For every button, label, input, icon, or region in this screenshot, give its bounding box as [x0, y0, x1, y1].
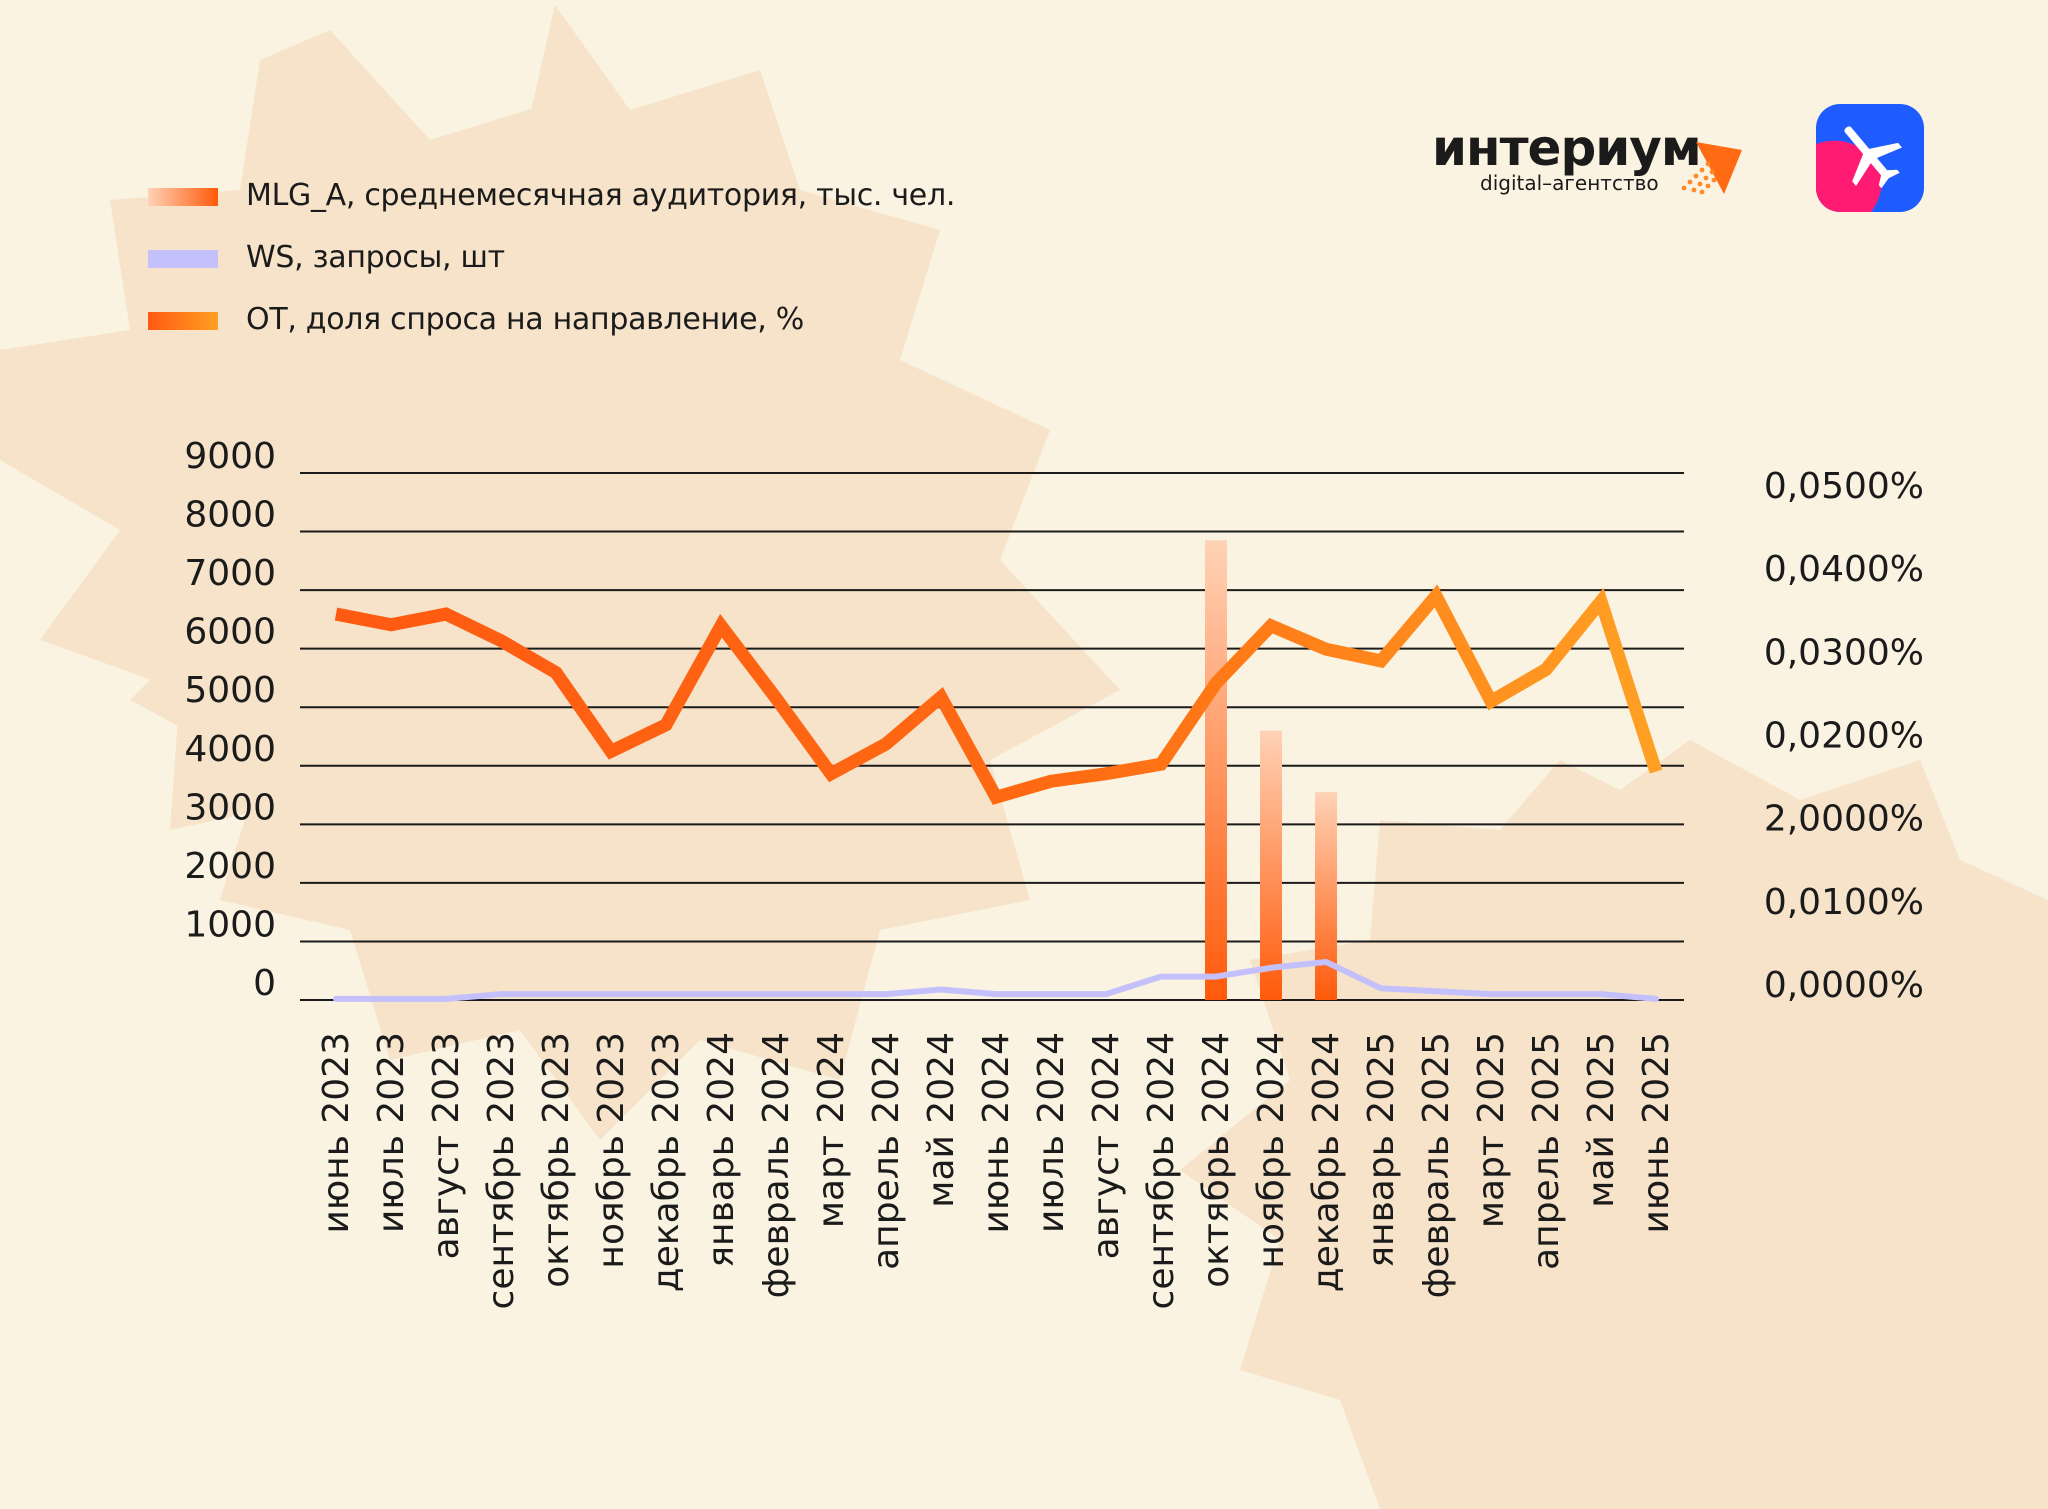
x-tick-label: октябрь 2023 — [536, 1032, 577, 1288]
x-tick-label: июль 2023 — [371, 1032, 412, 1233]
x-tick-label: март 2025 — [1471, 1032, 1512, 1228]
y-right-tick-label: 2,0000% — [1764, 799, 1924, 840]
y-tick-label: 8000 — [184, 495, 276, 536]
gridlines — [300, 472, 1684, 1001]
x-axis: июнь 2023 июль 2023 август 2023 сентябрь 20… — [316, 1032, 1677, 1309]
x-tick-label: май 2025 — [1581, 1032, 1622, 1208]
brand-name: интериум — [1432, 119, 1702, 177]
x-tick-label: июнь 2024 — [976, 1032, 1017, 1234]
y-right-tick-label: 0,0000% — [1764, 965, 1924, 1006]
x-tick-label: август 2023 — [426, 1032, 467, 1259]
x-tick-label: сентябрь 2024 — [1141, 1032, 1182, 1309]
background-decoration — [0, 5, 2048, 1509]
legend-label-mlg: MLG_A, среднемесячная аудитория, тыс. че… — [246, 178, 956, 213]
y-tick-label: 1000 — [184, 904, 276, 945]
y-tick-label: 2000 — [184, 846, 276, 887]
x-tick-label: ноябрь 2024 — [1251, 1032, 1292, 1269]
airplane-icon — [1816, 104, 1924, 212]
y-right-tick-label: 0,0200% — [1764, 716, 1924, 757]
y-axis-right: 0,0500% 0,0400% 0,0300% 0,0200% 2,0000% 0,010… — [1764, 466, 1924, 1006]
line-swatch-icon — [148, 312, 218, 330]
x-tick-label: октябрь 2024 — [1196, 1032, 1237, 1288]
x-tick-label: декабрь 2024 — [1306, 1032, 1347, 1292]
x-tick-label: июль 2024 — [1031, 1032, 1072, 1233]
x-tick-label: май 2024 — [921, 1032, 962, 1208]
x-tick-label: февраль 2025 — [1416, 1032, 1457, 1298]
series-mlg-bars — [1205, 540, 1337, 1000]
y-right-tick-label: 0,0300% — [1764, 632, 1924, 673]
x-tick-label: август 2024 — [1086, 1032, 1127, 1259]
series-ot-line — [334, 584, 1663, 805]
x-tick-label: июнь 2023 — [316, 1032, 357, 1234]
series-ws-line — [333, 958, 1659, 1002]
brand-logo: интериум digital–агентство — [1432, 118, 1744, 208]
y-tick-label: 6000 — [184, 612, 276, 653]
y-right-tick-label: 0,0500% — [1764, 466, 1924, 507]
mlg-bar — [1205, 540, 1227, 1000]
bar-swatch-icon — [148, 188, 218, 206]
x-tick-label: апрель 2025 — [1526, 1032, 1567, 1270]
x-tick-label: ноябрь 2023 — [591, 1032, 632, 1269]
mlg-bar — [1260, 730, 1282, 1000]
y-tick-label: 5000 — [184, 670, 276, 711]
y-tick-label: 3000 — [184, 787, 276, 828]
y-axis-left: 9000 8000 7000 6000 5000 4000 3000 2000 1000 0 — [184, 436, 276, 1004]
brand-arrow-icon — [1681, 142, 1742, 195]
legend-label-ws: WS, запросы, шт — [246, 240, 505, 275]
x-tick-label: январь 2025 — [1361, 1032, 1402, 1268]
y-tick-label: 7000 — [184, 553, 276, 594]
y-right-tick-label: 0,0400% — [1764, 549, 1924, 590]
x-tick-label: сентябрь 2023 — [481, 1032, 522, 1309]
mlg-bar — [1315, 792, 1337, 1000]
y-tick-label: 9000 — [184, 436, 276, 477]
x-tick-label: июнь 2025 — [1636, 1032, 1677, 1234]
x-tick-label: март 2024 — [811, 1032, 852, 1228]
brand-tagline: digital–агентство — [1480, 171, 1659, 195]
legend-label-ot: OT, доля спроса на направление, % — [246, 302, 804, 337]
x-tick-label: декабрь 2023 — [646, 1032, 687, 1292]
y-tick-label: 4000 — [184, 729, 276, 770]
x-tick-label: февраль 2024 — [756, 1032, 797, 1298]
y-right-tick-label: 0,0100% — [1764, 882, 1924, 923]
line-swatch-icon — [148, 250, 218, 268]
x-tick-label: апрель 2024 — [866, 1032, 907, 1270]
y-tick-label: 0 — [253, 963, 276, 1004]
x-tick-label: январь 2024 — [701, 1032, 742, 1268]
